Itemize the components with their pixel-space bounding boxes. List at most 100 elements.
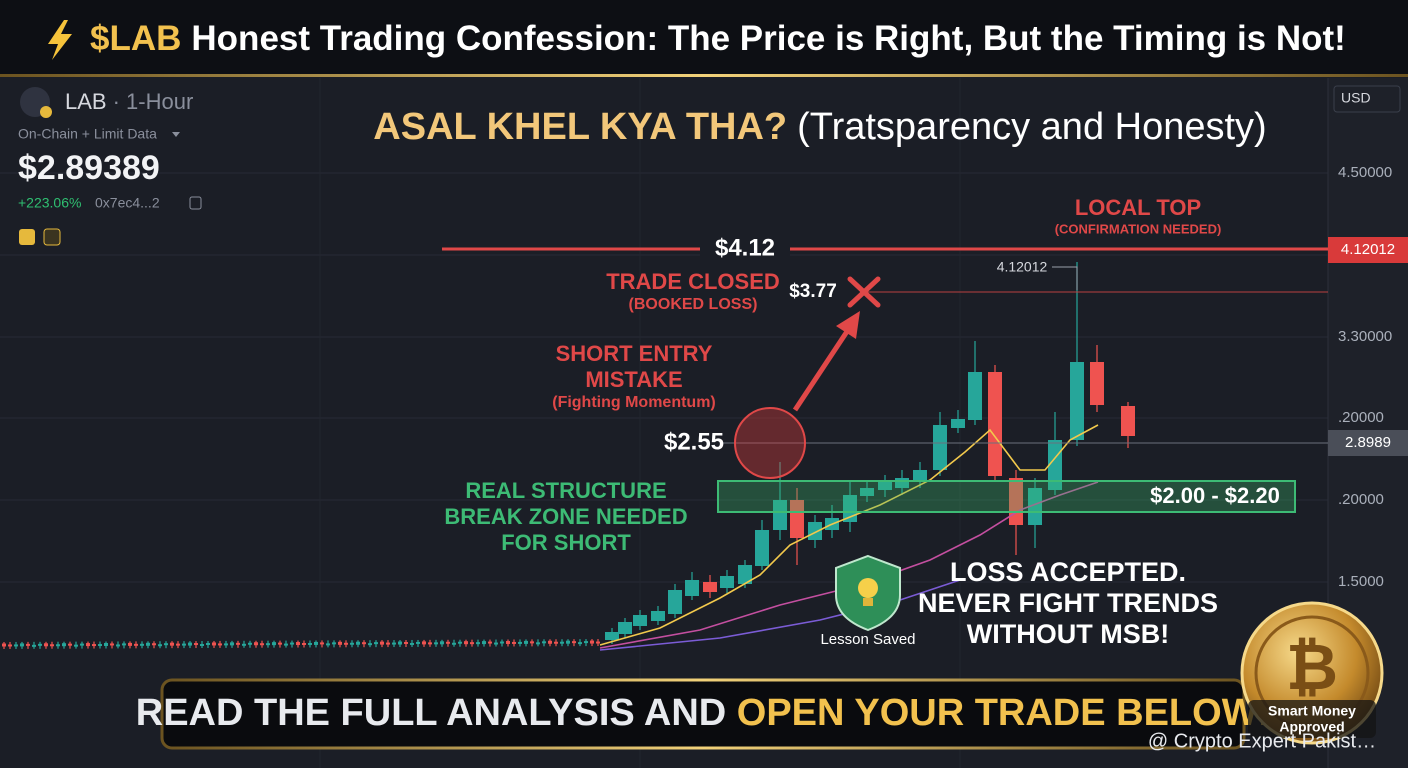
candle-body <box>398 641 402 645</box>
candle-body <box>808 522 822 540</box>
candle-body <box>988 372 1002 476</box>
short-entry-line: MISTAKE <box>585 367 682 392</box>
copy-icon[interactable] <box>189 196 202 210</box>
candle-body <box>668 590 682 614</box>
currency-box[interactable] <box>1333 85 1401 113</box>
cta[interactable]: READ THE FULL ANALYSIS AND OPEN YOUR TRA… <box>136 692 1270 734</box>
loss-text: LOSS ACCEPTED.NEVER FIGHT TRENDSWITHOUT … <box>918 557 1218 649</box>
badge-line: Approved <box>1279 719 1344 735</box>
candle-body <box>62 643 66 647</box>
candle-body <box>176 643 180 646</box>
symbol: LAB · 1-Hour <box>65 89 193 114</box>
candle-body <box>104 642 108 646</box>
candle-body <box>212 642 216 646</box>
candle-body <box>302 643 306 645</box>
candle-body <box>738 565 752 584</box>
candle-body <box>773 500 787 530</box>
local-top-note: (CONFIRMATION NEEDED) <box>1055 221 1222 236</box>
structure-zone <box>717 480 1296 513</box>
candle-body <box>470 642 474 645</box>
candle-body <box>338 641 342 645</box>
candle-body <box>618 622 632 634</box>
candle-body <box>182 643 186 646</box>
bolt-icon <box>48 20 72 60</box>
candle-body <box>296 642 300 646</box>
loss-line: LOSS ACCEPTED. <box>950 557 1186 587</box>
candle-body <box>968 372 982 420</box>
price: $2.89389 <box>18 149 160 187</box>
candle-body <box>116 644 120 647</box>
candle-body <box>951 419 965 428</box>
candle-body <box>14 644 18 647</box>
candle-body <box>422 641 426 645</box>
watermark: @ Crypto Expert Pakist… <box>1148 730 1376 752</box>
candle-body <box>32 644 36 647</box>
candle-body <box>651 611 665 621</box>
ma-slow <box>599 481 1099 649</box>
candle-body <box>20 643 24 647</box>
structure-line: FOR SHORT <box>501 530 631 555</box>
candle-body <box>152 643 156 646</box>
trade-closed-title: TRADE CLOSED <box>606 269 780 294</box>
candle-body <box>44 643 48 647</box>
badge-line: Smart Money <box>1268 703 1356 719</box>
axis-label: 1.5000 <box>1338 573 1384 590</box>
tag-icon <box>19 229 35 245</box>
candle-body <box>344 642 348 645</box>
candle-body <box>194 643 198 646</box>
zone-label: $2.00 - $2.20 <box>1150 483 1280 508</box>
candle-body <box>476 642 480 645</box>
candle-body <box>74 644 78 647</box>
loss-line: WITHOUT MSB! <box>967 619 1169 649</box>
candle-body <box>895 478 909 488</box>
candle-body <box>933 425 947 470</box>
wick-label: 4.12012 <box>997 259 1048 275</box>
candle-body <box>2 643 6 647</box>
axis-label: .20000 <box>1338 491 1384 508</box>
wick-pointer <box>1052 266 1078 290</box>
candle-body <box>596 641 600 644</box>
label-gap <box>700 234 790 264</box>
candle-body <box>380 641 384 645</box>
candle-body <box>633 615 647 626</box>
dropdown-caret[interactable] <box>172 132 180 137</box>
candle-body <box>122 643 126 646</box>
candle-body <box>913 470 927 481</box>
arrow-head <box>836 311 860 339</box>
tag-icon <box>43 228 61 246</box>
candle-body <box>146 642 150 646</box>
candle-body <box>482 641 486 645</box>
change: +223.06% <box>18 195 81 211</box>
candle-body <box>86 643 90 647</box>
candle-body <box>434 642 438 645</box>
arrow-shaft <box>792 328 851 412</box>
candle-body <box>488 641 492 644</box>
candles <box>2 262 1135 651</box>
candle-body <box>128 642 132 646</box>
candle-body <box>110 643 114 646</box>
currency[interactable]: USD <box>1341 90 1371 106</box>
axis-label: .20000 <box>1338 409 1384 426</box>
candle-body <box>578 642 582 645</box>
coin-symbol: ₿ <box>1286 631 1338 703</box>
candle-body <box>536 642 540 645</box>
candle-body <box>404 641 408 644</box>
current-tag-label: 2.8989 <box>1345 434 1391 451</box>
candle-body <box>80 643 84 646</box>
ma-fast <box>599 424 1099 646</box>
data-source[interactable]: On-Chain + Limit Data <box>18 126 157 142</box>
candle-body <box>878 482 892 490</box>
candle-body <box>720 576 734 588</box>
candle-body <box>368 643 372 646</box>
structure-line: REAL STRUCTURE <box>465 478 666 503</box>
candle-body <box>452 642 456 645</box>
candle-body <box>92 644 96 647</box>
candle-body <box>200 644 204 647</box>
candle-body <box>440 641 444 645</box>
exit-mark <box>847 276 881 308</box>
cta-box[interactable] <box>160 678 1246 750</box>
entry-marker <box>734 407 806 479</box>
candle-body <box>1009 478 1023 525</box>
